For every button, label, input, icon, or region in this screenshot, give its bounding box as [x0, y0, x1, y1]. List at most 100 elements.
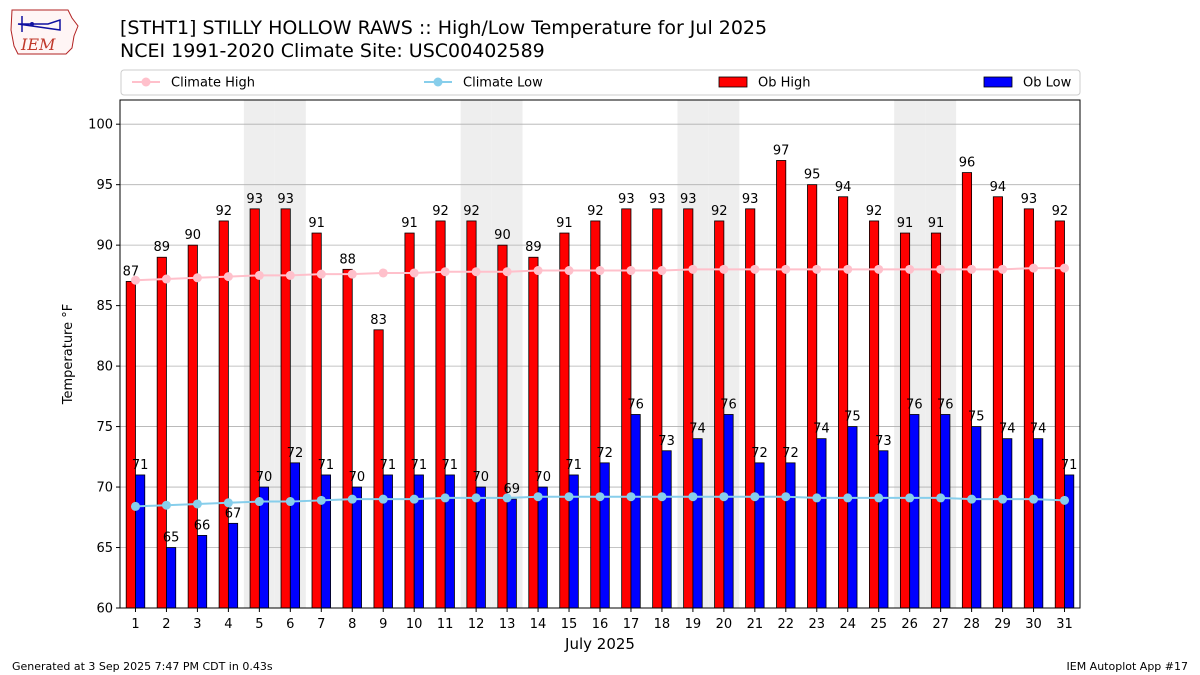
ob-low-bar-28 — [971, 426, 982, 609]
climate-low-point-26 — [905, 493, 915, 503]
climate-high-point-31 — [1060, 263, 1070, 273]
ob-low-label-22: 72 — [782, 446, 799, 461]
chart-subtitle: NCEI 1991-2020 Climate Site: USC00402589 — [120, 40, 545, 62]
ob-high-bar-29 — [992, 196, 1003, 609]
climate-low-point-29 — [998, 494, 1008, 504]
climate-high-point-27 — [936, 264, 946, 274]
climate-high-point-1 — [130, 275, 140, 285]
ob-low-label-1: 71 — [132, 458, 149, 473]
x-tick-label-22: 22 — [778, 617, 795, 632]
climate-low-point-5 — [254, 497, 264, 507]
ob-high-label-22: 97 — [773, 143, 790, 158]
climate-high-point-8 — [347, 269, 357, 279]
y-tick-label-80: 80 — [96, 360, 113, 375]
climate-high-point-2 — [161, 274, 171, 284]
climate-low-point-11 — [440, 493, 450, 503]
ob-high-bar-23 — [807, 184, 818, 609]
ob-high-bar-28 — [961, 172, 973, 609]
ob-high-label-21: 93 — [742, 192, 759, 207]
climate-low-point-7 — [316, 495, 326, 505]
climate-high-point-28 — [967, 264, 977, 274]
ob-high-bar-1 — [125, 281, 136, 609]
y-tick-label-95: 95 — [96, 178, 113, 193]
x-tick-label-20: 20 — [716, 617, 733, 632]
ob-low-label-20: 76 — [720, 397, 737, 412]
y-tick-label-70: 70 — [96, 481, 113, 496]
climate-high-point-5 — [254, 270, 264, 280]
ob-low-label-6: 72 — [287, 446, 304, 461]
ob-low-bar-31 — [1064, 474, 1075, 609]
iowa-state-outline-icon — [10, 9, 79, 55]
climate-high-point-10 — [409, 268, 419, 278]
climate-high-point-11 — [440, 267, 450, 277]
ob-high-bar-10 — [404, 232, 415, 609]
ob-high-bar-25 — [869, 220, 880, 609]
ob-low-bar-1 — [135, 474, 146, 609]
y-tick-label-60: 60 — [96, 602, 113, 617]
ob-high-label-3: 90 — [185, 228, 202, 243]
y-tick-label-75: 75 — [96, 420, 113, 435]
ob-high-label-28: 96 — [959, 156, 976, 171]
ob-high-bar-16 — [590, 220, 601, 609]
climate-low-point-20 — [719, 492, 729, 502]
legend-label-climate-low: Climate Low — [463, 76, 543, 91]
ob-low-bar-23 — [816, 438, 827, 609]
ob-low-label-28: 75 — [968, 410, 985, 425]
climate-low-point-17 — [626, 492, 636, 502]
y-tick-label-90: 90 — [96, 239, 113, 254]
ob-low-bar-21 — [754, 462, 765, 609]
climate-low-point-15 — [564, 492, 574, 502]
x-tick-label-29: 29 — [994, 617, 1011, 632]
ob-high-bar-27 — [930, 232, 942, 609]
ob-low-label-8: 70 — [349, 470, 366, 485]
climate-high-point-13 — [502, 267, 512, 277]
ob-high-label-25: 92 — [866, 204, 883, 219]
ob-low-bar-26 — [909, 414, 920, 609]
generated-timestamp: Generated at 3 Sep 2025 7:47 PM CDT in 0… — [12, 660, 273, 673]
x-tick-label-17: 17 — [623, 617, 640, 632]
ob-low-bar-30 — [1033, 438, 1044, 609]
ob-high-label-19: 93 — [680, 192, 697, 207]
x-tick-label-28: 28 — [963, 617, 980, 632]
bars — [125, 160, 1075, 609]
x-tick-label-30: 30 — [1025, 617, 1042, 632]
ob-high-label-27: 91 — [928, 216, 945, 231]
ob-low-bar-20 — [723, 414, 734, 609]
x-tick-label-3: 3 — [193, 617, 201, 632]
ob-high-label-10: 91 — [401, 216, 418, 231]
x-tick-label-21: 21 — [747, 617, 764, 632]
ob-high-label-9: 83 — [370, 313, 387, 328]
ob-low-label-7: 71 — [318, 458, 335, 473]
x-tick-label-15: 15 — [561, 617, 578, 632]
x-tick-label-9: 9 — [379, 617, 387, 632]
climate-high-point-15 — [564, 266, 574, 276]
climate-low-point-30 — [1029, 494, 1039, 504]
climate-low-point-23 — [812, 493, 822, 503]
ob-low-label-12: 70 — [473, 470, 490, 485]
x-tick-label-27: 27 — [932, 617, 949, 632]
climate-high-point-30 — [1029, 263, 1039, 273]
legend-marker-climate-high — [141, 77, 151, 87]
climate-high-point-4 — [223, 272, 233, 282]
x-tick-label-18: 18 — [654, 617, 671, 632]
ob-high-label-26: 91 — [897, 216, 914, 231]
ob-low-bar-4 — [227, 522, 239, 609]
ob-high-bar-22 — [776, 160, 787, 609]
legend-label-climate-high: Climate High — [171, 76, 255, 91]
ob-high-label-13: 90 — [494, 228, 511, 243]
legend-label-ob-low: Ob Low — [1023, 76, 1072, 91]
climate-low-point-27 — [936, 493, 946, 503]
ob-low-label-5: 70 — [256, 470, 273, 485]
ob-low-bar-18 — [661, 450, 672, 609]
ob-high-bar-12 — [466, 220, 477, 609]
ob-high-bar-3 — [187, 244, 198, 609]
ob-high-label-15: 91 — [556, 216, 573, 231]
x-tick-label-5: 5 — [255, 617, 263, 632]
climate-high-point-12 — [471, 267, 481, 277]
climate-low-point-9 — [378, 494, 388, 504]
climate-high-point-14 — [533, 266, 543, 276]
ob-low-bar-6 — [289, 462, 301, 609]
x-tick-label-8: 8 — [348, 617, 356, 632]
x-tick-label-13: 13 — [499, 617, 516, 632]
